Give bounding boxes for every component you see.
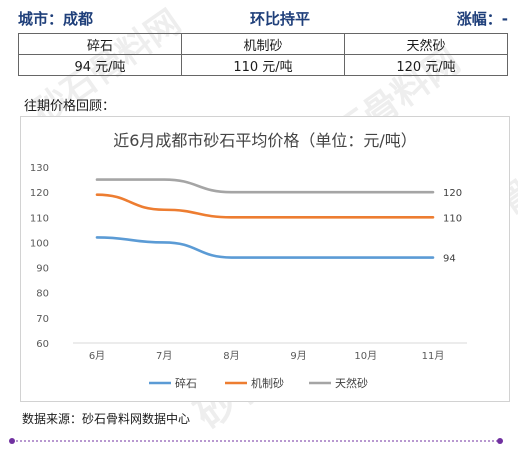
y-tick-label: 90 (36, 264, 49, 275)
y-tick-label: 60 (36, 339, 49, 350)
city-label: 城市：成都 (18, 10, 94, 28)
x-tick-label: 9月 (290, 350, 306, 362)
column-header: 碎石 (18, 33, 182, 55)
change-label: 涨幅：- (456, 10, 508, 28)
y-tick-label: 120 (30, 188, 49, 199)
legend-label: 机制砂 (251, 376, 284, 390)
review-label: 往期价格回顾： (24, 99, 116, 114)
chart-svg: 60 70 80 90 100 110 120 130 6月 7月 8月 9月 10月 11月 94 110 1… (30, 163, 467, 390)
y-tick-label: 130 (30, 163, 49, 174)
legend-label: 天然砂 (335, 376, 368, 390)
data-label: 110 (443, 213, 462, 224)
x-tick-label: 11月 (422, 350, 445, 362)
y-tick-label: 70 (36, 314, 49, 325)
series-line-碎石 (95, 236, 435, 259)
y-tick-label: 100 (30, 238, 49, 249)
series-line-机制砂 (95, 193, 435, 219)
x-tick-label: 8月 (223, 350, 239, 362)
trend-label: 环比持平 (250, 10, 311, 28)
footer-divider (9, 438, 503, 444)
chart-title: 近6月成都市砂石平均价格（单位：元/吨） (113, 131, 417, 150)
table-header-row: 碎石 机制砂 天然砂 (18, 33, 508, 55)
column-header: 机制砂 (181, 33, 345, 55)
price-cell: 120 元/吨 (344, 54, 508, 76)
x-tick-label: 10月 (354, 350, 377, 362)
column-header: 天然砂 (344, 33, 508, 55)
divider-dot-icon (9, 438, 15, 444)
price-cell: 110 元/吨 (181, 54, 345, 76)
legend-label: 碎石 (175, 376, 197, 390)
series-line-天然砂 (95, 178, 435, 194)
y-tick-label: 80 (36, 289, 49, 300)
data-label: 120 (443, 188, 462, 199)
table-row: 94 元/吨 110 元/吨 120 元/吨 (18, 54, 508, 76)
x-tick-label: 6月 (89, 350, 105, 362)
divider-dot-icon (497, 438, 503, 444)
price-cell: 94 元/吨 (18, 54, 182, 76)
header-row: 城市：成都 环比持平 涨幅：- (18, 8, 508, 30)
price-table: 碎石 机制砂 天然砂 94 元/吨 110 元/吨 120 元/吨 (18, 33, 508, 76)
data-label: 94 (443, 254, 456, 265)
price-chart: 近6月成都市砂石平均价格（单位：元/吨） 60 70 80 90 100 110 120 13… (20, 116, 510, 402)
y-tick-label: 110 (30, 213, 49, 224)
data-source: 数据来源：砂石骨料网数据中心 (22, 412, 191, 426)
x-tick-label: 7月 (156, 350, 172, 362)
